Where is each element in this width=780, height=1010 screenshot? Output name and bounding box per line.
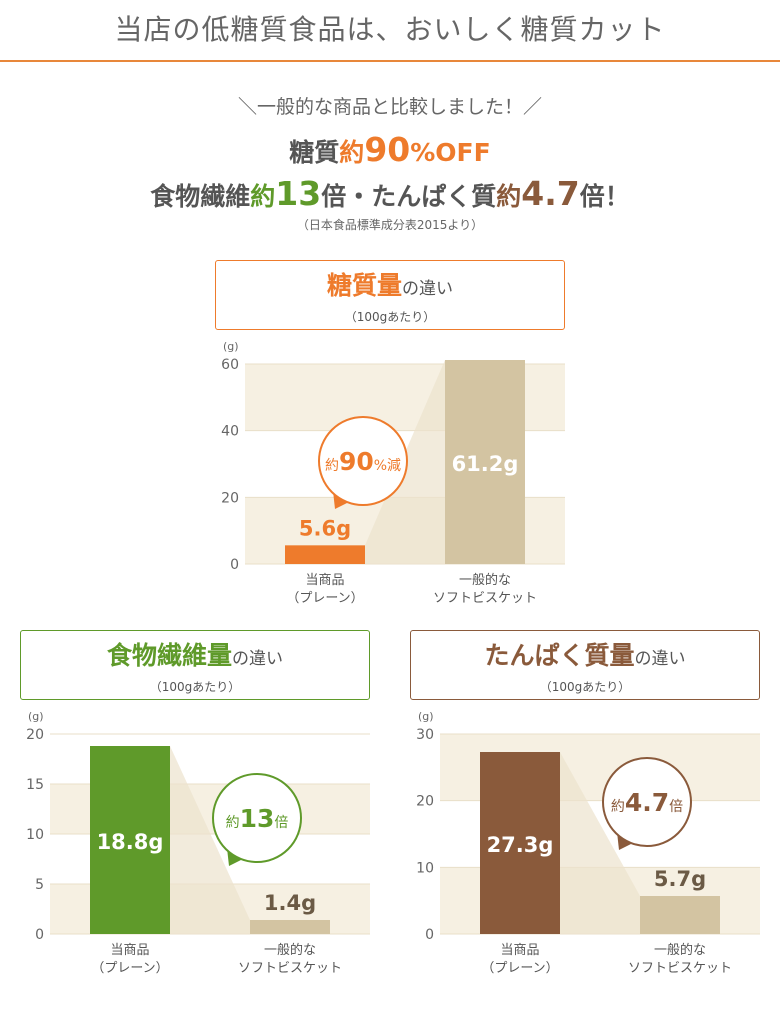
- sugar-title-suffix: の違い: [402, 279, 453, 299]
- headline-sugar-number: 90: [364, 130, 411, 169]
- bar-value-label: 27.3g: [487, 833, 554, 857]
- callout-number: 13: [240, 804, 275, 833]
- x-category-label: （プレーン）: [91, 961, 168, 976]
- bar-regular-biscuit: [640, 896, 720, 934]
- bar-value-label: 61.2g: [452, 452, 519, 476]
- x-category-label: 一般的な: [654, 942, 706, 958]
- headline-protein-times: 倍！: [579, 182, 630, 211]
- protein-title-suffix: の違い: [634, 649, 686, 669]
- sugar-title-main: 糖質量: [326, 271, 402, 300]
- comparison-connector: [560, 752, 640, 934]
- callout-prefix: 約: [611, 799, 625, 815]
- data-source-note: （日本食品標準成分表2015より）: [296, 218, 484, 232]
- headline-fiber-approx: 約: [250, 182, 276, 211]
- y-tick-label: 5: [35, 877, 44, 893]
- protein-title-main: たんぱく質量: [484, 641, 635, 670]
- sugar-chart-title-box: 糖質量の違い （100gあたり）: [215, 260, 565, 330]
- y-tick-label: 40: [221, 424, 239, 440]
- fiber-chart-title: 食物繊維量の違い: [21, 641, 369, 674]
- fiber-chart-title-box: 食物繊維量の違い （100gあたり）: [20, 630, 370, 700]
- headline-sugar-approx: 約: [339, 138, 365, 167]
- y-axis-unit: (g): [223, 340, 239, 353]
- y-tick-label: 10: [416, 860, 434, 876]
- intro-headline-fiber-protein: 食物繊維約13倍・たんぱく質約4.7倍！: [0, 174, 780, 213]
- y-axis-unit: (g): [28, 710, 44, 723]
- y-tick-label: 0: [230, 557, 239, 573]
- callout-text: 約13倍: [226, 804, 289, 833]
- headline-protein-approx: 約: [496, 182, 522, 211]
- y-tick-label: 15: [26, 777, 44, 793]
- x-category-label: 一般的な: [459, 572, 511, 588]
- x-category-label: ソフトビスケット: [238, 961, 342, 976]
- x-category-label: 当商品: [110, 943, 149, 958]
- callout-prefix: 約: [226, 815, 240, 831]
- callout-number: 90: [339, 447, 374, 476]
- x-category-label: 一般的な: [264, 942, 316, 958]
- fiber-chart: 0 5 10 15 20 (g) 18.8g 1.4g 当商品 （プレーン） 一般的なソフトビスケッ…: [26, 710, 370, 976]
- comparison-connector: [170, 746, 250, 934]
- headline-protein-label: ・たんぱく質: [346, 182, 497, 211]
- headline-sugar-off: %OFF: [410, 138, 491, 167]
- y-tick-label: 60: [221, 357, 239, 373]
- bar-value-label: 5.6g: [299, 516, 351, 540]
- y-tick-label: 10: [26, 827, 44, 843]
- protein-chart: 0 10 20 30 (g) 27.3g 5.7g 当商品 （プレーン） 一般的なソフトビスケット…: [416, 710, 760, 976]
- y-tick-label: 20: [221, 490, 239, 506]
- headline-fiber-label: 食物繊維: [150, 182, 251, 211]
- callout-suffix: %減: [374, 457, 401, 474]
- x-category-label: 当商品: [305, 573, 344, 588]
- x-category-label: （プレーン）: [481, 961, 558, 976]
- protein-chart-title-box: たんぱく質量の違い （100gあたり）: [410, 630, 760, 700]
- x-category-label: 当商品: [500, 943, 539, 958]
- sugar-title-note: （100gあたり）: [344, 310, 436, 324]
- bar-our-product: [285, 545, 365, 564]
- page-header: 当店の低糖質食品は、おいしく糖質カット: [0, 0, 780, 62]
- fiber-title-note: （100gあたり）: [149, 680, 241, 694]
- x-category-label: ソフトビスケット: [433, 591, 537, 606]
- intro-headline-sugar: 糖質約90%OFF: [0, 130, 780, 169]
- callout-text: 約4.7倍: [611, 788, 683, 817]
- bar-value-label: 1.4g: [264, 891, 316, 915]
- callout-prefix: 約: [325, 458, 339, 474]
- bar-our-product: [480, 752, 560, 934]
- headline-fiber-times: 倍: [321, 182, 347, 211]
- callout-suffix: 倍: [274, 815, 288, 831]
- bar-value-label: 5.7g: [654, 867, 706, 891]
- intro-subtitle: ＼一般的な商品と比較しました！／: [237, 96, 542, 118]
- page-title: 当店の低糖質食品は、おいしく糖質カット: [114, 13, 666, 46]
- sugar-chart: 0 20 40 60 (g) 5.6g 61.2g 当商品 （プレーン） 一般的なソフトビスケット…: [221, 340, 565, 606]
- protein-title-note: （100gあたり）: [539, 680, 631, 694]
- y-tick-label: 0: [35, 927, 44, 943]
- callout-bubble: [318, 416, 408, 506]
- callout-bubble: [602, 757, 692, 847]
- y-tick-label: 0: [425, 927, 434, 943]
- x-category-label: ソフトビスケット: [628, 961, 732, 976]
- callout-text: 約90%減: [325, 447, 401, 476]
- callout-suffix: 倍: [669, 799, 683, 815]
- bar-our-product: [90, 746, 170, 934]
- y-tick-label: 30: [416, 727, 434, 743]
- y-axis-unit: (g): [418, 710, 434, 723]
- callout-bubble: [212, 773, 302, 863]
- protein-chart-title: たんぱく質量の違い: [411, 641, 759, 674]
- bar-regular-biscuit: [445, 360, 525, 564]
- bar-regular-biscuit: [250, 920, 330, 934]
- fiber-title-suffix: の違い: [232, 649, 283, 669]
- fiber-title-main: 食物繊維量: [106, 641, 232, 670]
- headline-protein-number: 4.7: [521, 174, 580, 213]
- callout-number: 4.7: [625, 788, 669, 817]
- x-category-label: （プレーン）: [286, 591, 363, 606]
- y-tick-label: 20: [26, 727, 44, 743]
- y-tick-label: 20: [416, 794, 434, 810]
- headline-sugar-label: 糖質: [289, 138, 340, 167]
- sugar-chart-title: 糖質量の違い: [216, 271, 564, 304]
- bar-value-label: 18.8g: [97, 830, 164, 854]
- headline-fiber-number: 13: [275, 174, 322, 213]
